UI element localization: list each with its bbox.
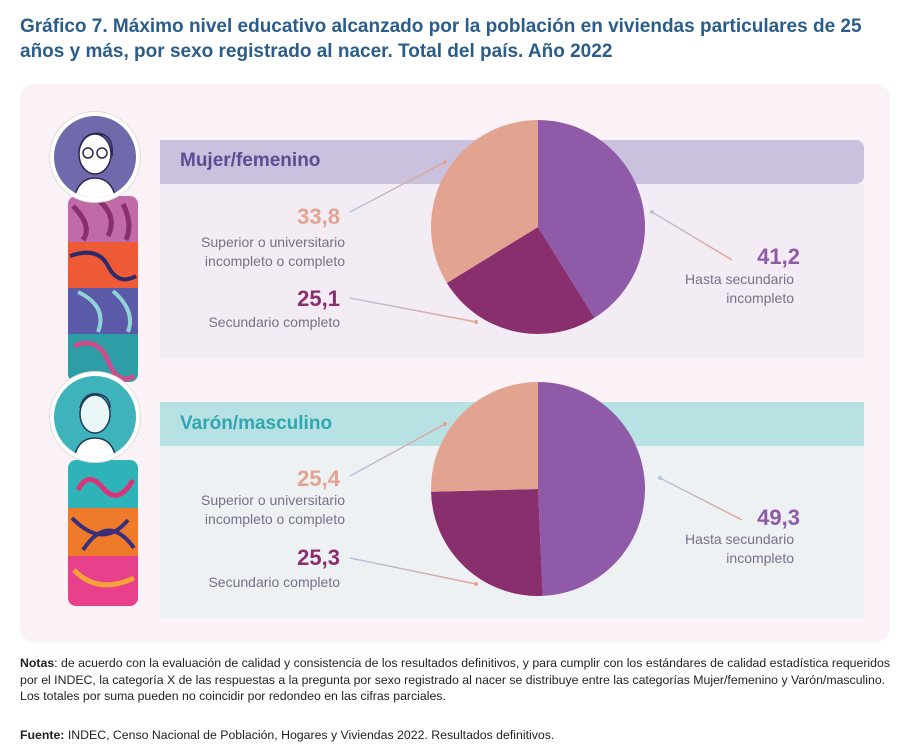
- chart-card: Mujer/femenino Varón/masculino 33,8 Supe…: [20, 84, 890, 642]
- female-pie-slice-2: [430, 120, 538, 284]
- female-pie-slice-1: [446, 227, 595, 334]
- male-hasta-label-line1: Hasta secundario: [685, 531, 794, 547]
- male-superior-label-line1: Superior o universitario: [201, 492, 345, 508]
- female-group-label: Mujer/femenino: [180, 150, 321, 171]
- male-group-label: Varón/masculino: [180, 413, 333, 434]
- female-superior-value: 33,8: [297, 204, 340, 229]
- male-superior-label-line2: incompleto o completo: [204, 511, 345, 527]
- female-hasta-label-line2: incompleto: [726, 290, 794, 306]
- female-leader-line-0: [349, 161, 446, 213]
- male-superior-value: 25,4: [297, 466, 340, 491]
- female-superior-label-line1: Superior o universitario: [201, 234, 345, 250]
- male-hasta-value: 49,3: [757, 505, 800, 530]
- female-leader-line-1: [349, 297, 477, 323]
- male-leader-dot-2: [658, 476, 662, 480]
- male-hasta-label-line2: incompleto: [726, 550, 794, 566]
- notes: Notas: de acuerdo con la evaluación de c…: [20, 655, 890, 705]
- male-decorative-strip: [68, 460, 138, 606]
- female-leader-dot-2: [650, 210, 654, 214]
- male-avatar: [50, 372, 140, 462]
- chart-title: Gráfico 7. Máximo nivel educativo alcanz…: [20, 16, 862, 62]
- female-secundario-label: Secundario completo: [208, 314, 340, 330]
- female-secundario-value: 25,1: [297, 286, 340, 311]
- male-pie-slice-1: [431, 489, 543, 596]
- female-hasta-label: Hasta secundario incompleto: [620, 270, 794, 308]
- male-pie-slice-2: [430, 382, 538, 492]
- male-leader-dot-1: [474, 582, 478, 586]
- source: Fuente: INDEC, Censo Nacional de Poblaci…: [20, 728, 554, 742]
- female-leader-line-2: [651, 211, 733, 261]
- notes-text-2: Los totales por suma pueden no coincidir…: [20, 689, 446, 703]
- notes-label: Notas: [20, 656, 55, 670]
- female-pie-slice-0: [538, 120, 645, 318]
- female-avatar: [50, 112, 140, 202]
- female-hasta-label-line1: Hasta secundario: [685, 271, 794, 287]
- female-hasta-value: 41,2: [757, 244, 800, 269]
- female-superior-label-line2: incompleto o completo: [204, 253, 345, 269]
- pie-charts-svg: [349, 120, 743, 596]
- male-leader-dot-0: [443, 422, 447, 426]
- notes-text: : de acuerdo con la evaluación de calida…: [20, 656, 890, 687]
- male-leader-line-0: [349, 423, 446, 477]
- male-pie-slice-0: [538, 382, 645, 596]
- source-text: INDEC, Censo Nacional de Población, Hoga…: [64, 728, 555, 742]
- male-secundario-value: 25,3: [297, 545, 340, 570]
- male-leader-line-1: [349, 557, 477, 585]
- male-secundario-label: Secundario completo: [208, 574, 340, 590]
- male-hasta-label: Hasta secundario incompleto: [620, 530, 794, 568]
- source-label: Fuente:: [20, 728, 65, 742]
- female-superior-label: Superior o universitario incompleto o co…: [140, 233, 345, 271]
- male-leader-line-2: [659, 477, 743, 521]
- female-leader-dot-1: [474, 320, 478, 324]
- male-superior-label: Superior o universitario incompleto o co…: [140, 491, 345, 529]
- female-leader-dot-0: [443, 160, 447, 164]
